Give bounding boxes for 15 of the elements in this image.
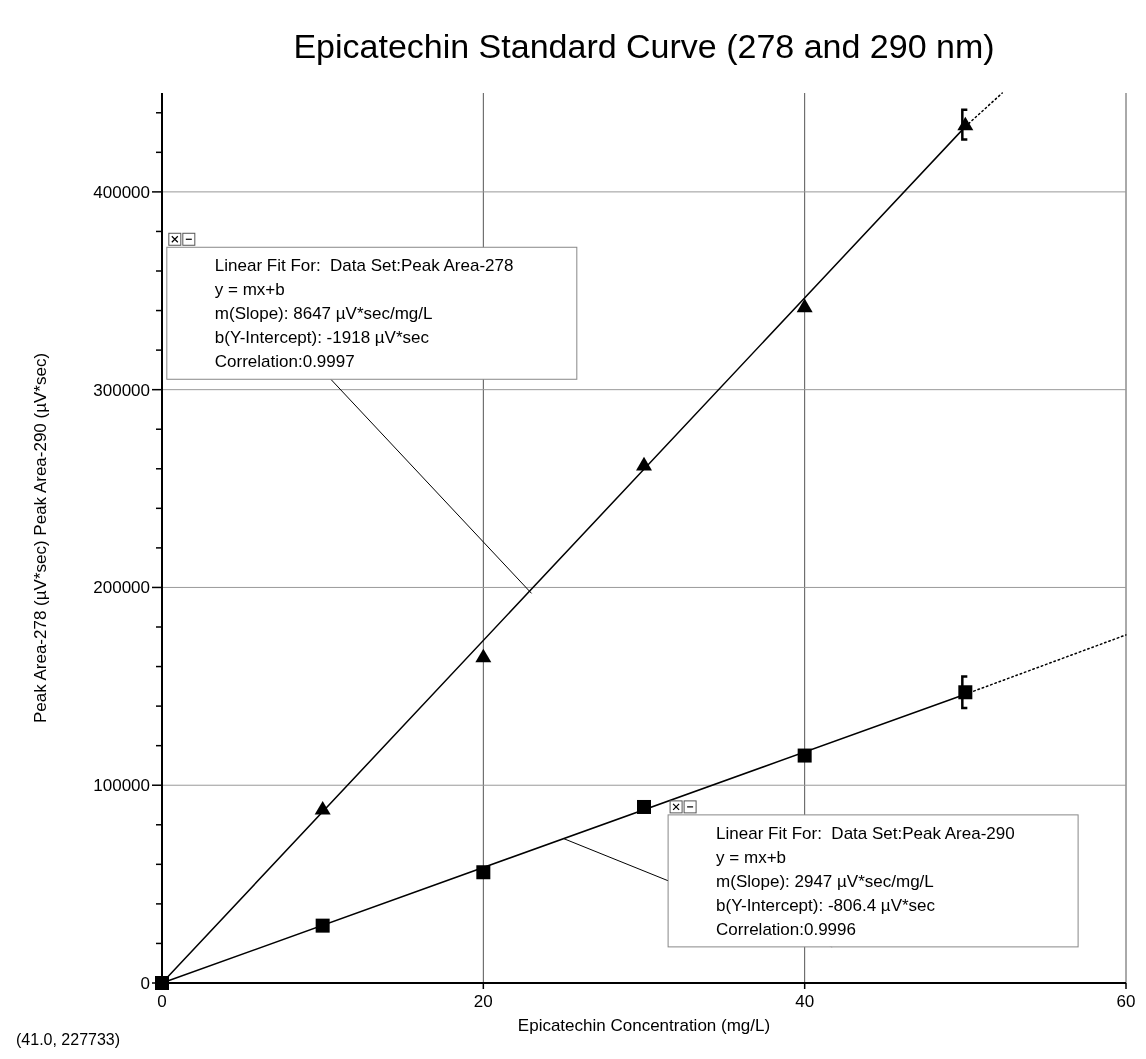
y-axis-title: Peak Area-278 (µV*sec) Peak Area-290 (µV*sec) bbox=[31, 352, 50, 724]
chart-title: Epicatechin Standard Curve (278 and 290 nm) bbox=[293, 27, 995, 65]
y-tick-label: 200000 bbox=[93, 578, 150, 598]
y-tick-label: 0 bbox=[140, 974, 150, 993]
x-tick-label: 60 bbox=[1116, 992, 1136, 1011]
x-tick-label: 0 bbox=[157, 992, 167, 1011]
text: (41.0, 227733) bbox=[16, 1031, 121, 1048]
annotation: Linear Fit For: Data Set:Peak Area-278 y = mx+b m(Slope): 8647 µV*sec/mg/L b(Y-Intercept): -1918 µV*sec Correlation:0.9997 bbox=[214, 256, 514, 372]
annotation: Linear Fit For: Data Set:Peak Area-290 y = mx+b m(Slope): 2947 µV*sec/mg/L b(Y-Intercept): -806.4 µV*sec Correlation:0.9996 bbox=[716, 823, 1015, 939]
y-tick-label: 100000 bbox=[93, 776, 150, 796]
y-tick-label: 300000 bbox=[93, 380, 150, 400]
x-tick-label: 20 bbox=[473, 992, 493, 1011]
x-tick-label: 40 bbox=[795, 992, 815, 1011]
y-tick-label: 400000 bbox=[93, 182, 150, 202]
x-axis-title: Epicatechin Concentration (mg/L) bbox=[517, 1016, 771, 1035]
